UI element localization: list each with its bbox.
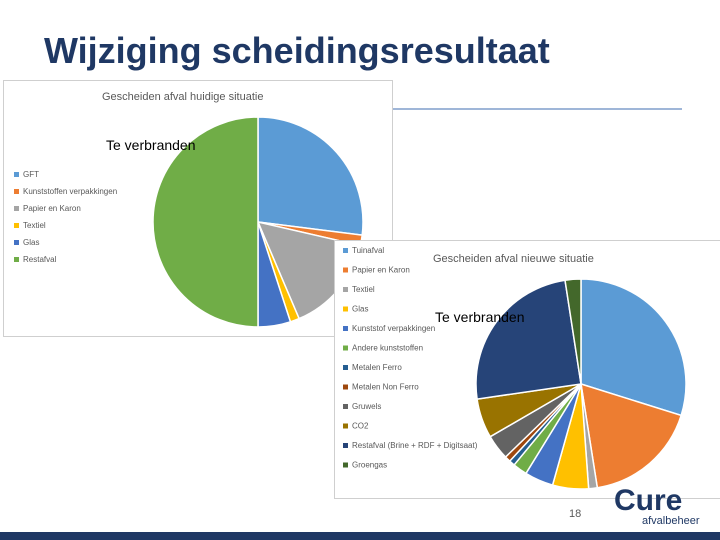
legend-swatch-metalen-ferro <box>343 365 348 370</box>
chart-new-slices <box>475 278 687 490</box>
legend-label-textiel: Textiel <box>23 221 46 230</box>
legend-label-restafval: Restafval <box>23 255 57 264</box>
page-number: 18 <box>569 508 582 520</box>
slide-title: Wijziging scheidingsresultaat <box>44 30 550 71</box>
legend-swatch-andere-kunststoffen <box>343 345 348 351</box>
legend-label-tuinafval: Tuinafval <box>352 246 384 255</box>
title-divider <box>392 108 682 110</box>
legend-label-glas: Glas <box>352 305 368 314</box>
legend-swatch-restafval-brine-rdf-digitsaat <box>343 443 348 448</box>
pie-slice-groengas <box>564 278 582 385</box>
chart-new-svg: Gescheiden afval nieuwe situatie Tuinafv… <box>343 246 687 490</box>
chart-current-legend: GFT Kunststoffen verpakkingen Papier en Ka… <box>14 170 117 264</box>
legend-label-gruwels: Gruwels <box>352 402 381 411</box>
legend-label-metalen-ferro: Metalen Ferro <box>352 363 402 372</box>
legend-swatch-glas <box>14 240 19 245</box>
pie-slice-restafval-brine-rdf-digitsaat <box>475 279 582 400</box>
legend-swatch-tuinafval <box>343 248 348 253</box>
footer-bar <box>0 532 720 540</box>
pie-slice-tuinafval <box>580 278 687 417</box>
legend-swatch-restafval <box>14 257 19 262</box>
chart-current-annotation: Te verbranden <box>106 137 196 153</box>
legend-label-restafval-brine-rdf-digitsaat: Restafval (Brine + RDF + Digitsaat) <box>352 441 478 450</box>
legend-label-textiel: Textiel <box>352 285 375 294</box>
legend-swatch-gft <box>14 172 19 177</box>
legend-label-kunststof-verpakkingen: Kunststof verpakkingen <box>352 324 435 333</box>
legend-label-gft: GFT <box>23 170 39 179</box>
chart-new-title: Gescheiden afval nieuwe situatie <box>433 253 594 265</box>
legend-swatch-groengas <box>343 462 348 468</box>
chart-new-situation: Gescheiden afval nieuwe situatie Tuinafv… <box>334 240 720 499</box>
legend-swatch-kunststoffen-verpakkingen <box>14 189 19 194</box>
legend-label-co2: CO2 <box>352 422 369 431</box>
legend-label-glas: Glas <box>23 238 39 247</box>
logo-subtitle: afvalbeheer <box>642 515 700 527</box>
legend-label-papier-en-karon: Papier en Karon <box>23 204 81 213</box>
legend-swatch-glas <box>343 306 348 312</box>
pie-slice-restafval <box>152 116 259 328</box>
legend-swatch-textiel <box>14 223 19 228</box>
legend-swatch-papier-en-karon <box>14 206 19 211</box>
pie-slice-gft <box>257 116 364 236</box>
legend-label-groengas: Groengas <box>352 461 387 470</box>
chart-new-annotation: Te verbranden <box>435 309 525 325</box>
legend-swatch-textiel <box>343 287 348 292</box>
legend-swatch-kunststof-verpakkingen <box>343 326 348 331</box>
logo-wordmark: Cure <box>614 484 683 517</box>
legend-label-papier-en-karon: Papier en Karon <box>352 266 410 275</box>
legend-swatch-papier-en-karon <box>343 267 348 273</box>
legend-label-metalen-non-ferro: Metalen Non Ferro <box>352 383 419 392</box>
legend-label-andere-kunststoffen: Andere kunststoffen <box>352 344 423 353</box>
legend-label-kunststoffen-verpakkingen: Kunststoffen verpakkingen <box>23 187 117 196</box>
chart-current-title: Gescheiden afval huidige situatie <box>102 91 263 103</box>
pie-slice-papier-en-karon <box>580 382 683 489</box>
legend-swatch-co2 <box>343 423 348 429</box>
legend-swatch-gruwels <box>343 404 348 409</box>
cure-logo: Cure afvalbeheer <box>600 484 720 528</box>
legend-swatch-metalen-non-ferro <box>343 384 348 390</box>
chart-new-legend: Tuinafval Papier en Karon Textiel Glas Kunst… <box>343 246 478 470</box>
